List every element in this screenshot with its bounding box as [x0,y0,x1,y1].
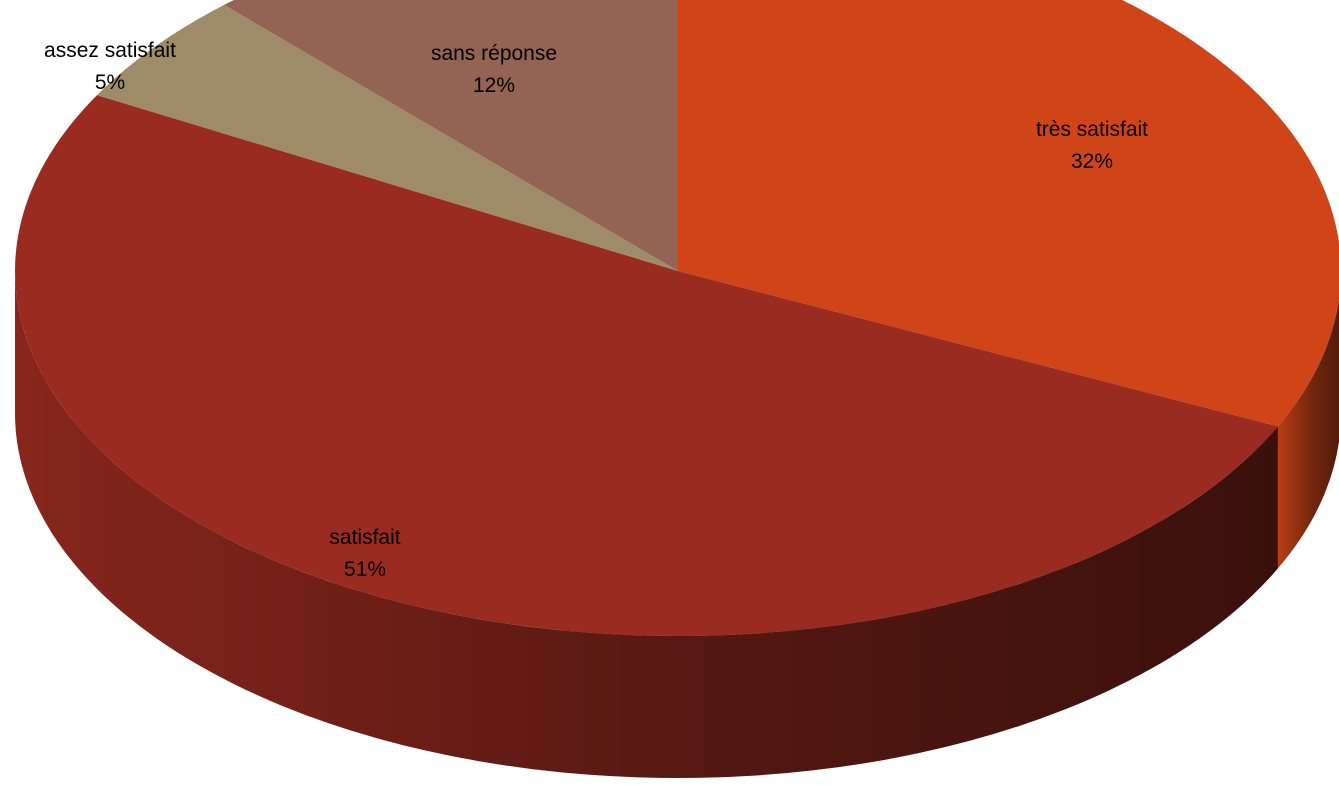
slice-value-satisfait: 51% [344,558,386,581]
slice-value-sans-r-ponse: 12% [473,74,515,97]
slice-label-sans-r-ponse: sans réponse [431,42,557,65]
pie-top-faces [14,0,1339,637]
slice-value-tr-s-satisfait: 32% [1071,150,1113,173]
pie-labels: très satisfait 32% satisfait 51% assez satis… [44,39,1148,581]
slice-label-tr-s-satisfait: très satisfait [1036,118,1148,141]
slice-label-satisfait: satisfait [329,526,400,549]
slice-value-assez-satisfait: 5% [95,71,125,94]
pie-side-shade-satisfait [15,271,1278,779]
pie-slice-satisfait [14,95,1278,637]
pie-slice-tr-s-satisfait [678,0,1339,427]
slice-label-assez-satisfait: assez satisfait [44,39,176,62]
pie-side-shade-tr-s-satisfait [1277,298,1339,569]
pie-side-walls [15,271,1339,779]
pie-slice-assez-satisfait [97,4,678,272]
pie-slice-sans-r-ponse [224,0,678,271]
